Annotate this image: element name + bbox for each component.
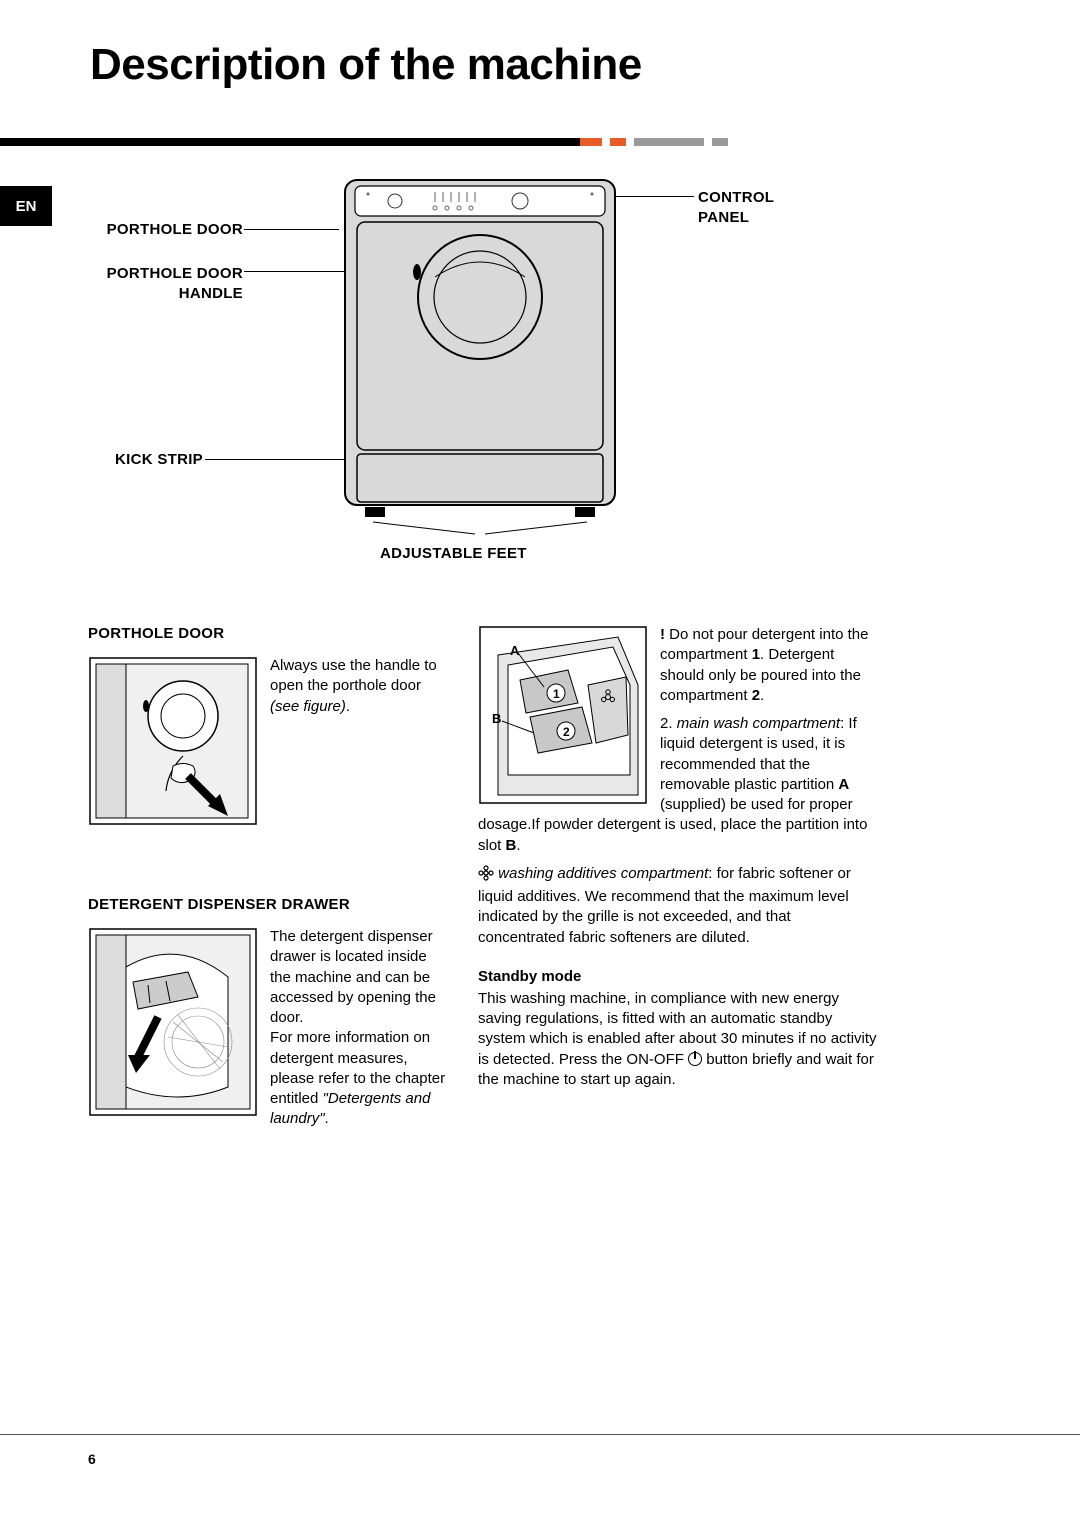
leader-line bbox=[244, 229, 339, 230]
text-bold: 2 bbox=[752, 687, 760, 704]
label-line: PANEL bbox=[698, 209, 749, 226]
page-title: Description of the machine bbox=[90, 40, 642, 90]
drawer-heading: DETERGENT DISPENSER DRAWER bbox=[88, 896, 448, 913]
drawer-figure bbox=[88, 927, 258, 1117]
text: 2. bbox=[660, 715, 677, 732]
text: . bbox=[325, 1110, 329, 1127]
label-line: HANDLE bbox=[179, 285, 243, 302]
power-icon bbox=[688, 1052, 702, 1066]
text: Always use the handle to open the portho… bbox=[270, 657, 437, 694]
fig-label-2: 2 bbox=[563, 725, 570, 739]
right-column: A B 1 2 ! Do not pour detergent into the… bbox=[478, 625, 878, 1090]
rule-seg bbox=[634, 138, 704, 146]
porthole-heading: PORTHOLE DOOR bbox=[88, 625, 448, 642]
flower-icon bbox=[478, 865, 494, 887]
label-control-panel: CONTROL PANEL bbox=[698, 188, 774, 227]
compartment-figure: A B 1 2 bbox=[478, 625, 648, 805]
additives-text: washing additives compartment: for fabri… bbox=[478, 864, 878, 948]
standby-heading: Standby mode bbox=[478, 968, 878, 985]
porthole-figure bbox=[88, 656, 258, 826]
label-porthole-door: PORTHOLE DOOR bbox=[98, 221, 243, 238]
label-line: CONTROL bbox=[698, 189, 774, 206]
page-number: 6 bbox=[88, 1451, 96, 1467]
drawer-section: DETERGENT DISPENSER DRAWER bbox=[88, 886, 448, 1130]
rule-seg bbox=[610, 138, 626, 146]
standby-text: This washing machine, in compliance with… bbox=[478, 989, 878, 1090]
text-bold: B bbox=[506, 837, 517, 854]
text-italic: (see figure) bbox=[270, 698, 346, 715]
label-kick-strip: KICK STRIP bbox=[98, 451, 203, 468]
text-bold: A bbox=[838, 776, 849, 793]
text: . bbox=[346, 698, 350, 715]
label-porthole-handle: PORTHOLE DOOR HANDLE bbox=[98, 264, 243, 303]
footer-rule bbox=[0, 1434, 1080, 1435]
rule-seg bbox=[580, 138, 602, 146]
porthole-section: PORTHOLE DOOR Always use the handle to o… bbox=[88, 625, 448, 826]
machine-diagram bbox=[335, 172, 625, 537]
text: . bbox=[760, 687, 764, 704]
text: . bbox=[516, 837, 520, 854]
language-tab: EN bbox=[0, 186, 52, 226]
fig-label-A: A bbox=[510, 643, 520, 658]
label-line: PORTHOLE DOOR bbox=[107, 265, 243, 282]
left-column: PORTHOLE DOOR Always use the handle to o… bbox=[88, 625, 448, 1130]
label-adjustable-feet: ADJUSTABLE FEET bbox=[380, 545, 527, 562]
top-rule-black bbox=[0, 138, 580, 146]
text-bold: 1 bbox=[752, 646, 760, 663]
text-italic: washing additives compartment bbox=[494, 865, 708, 882]
top-rule-color bbox=[580, 138, 728, 146]
fig-label-B: B bbox=[492, 711, 501, 726]
rule-seg bbox=[712, 138, 728, 146]
text-italic: main wash compartment bbox=[677, 715, 840, 732]
fig-label-1: 1 bbox=[553, 687, 560, 701]
